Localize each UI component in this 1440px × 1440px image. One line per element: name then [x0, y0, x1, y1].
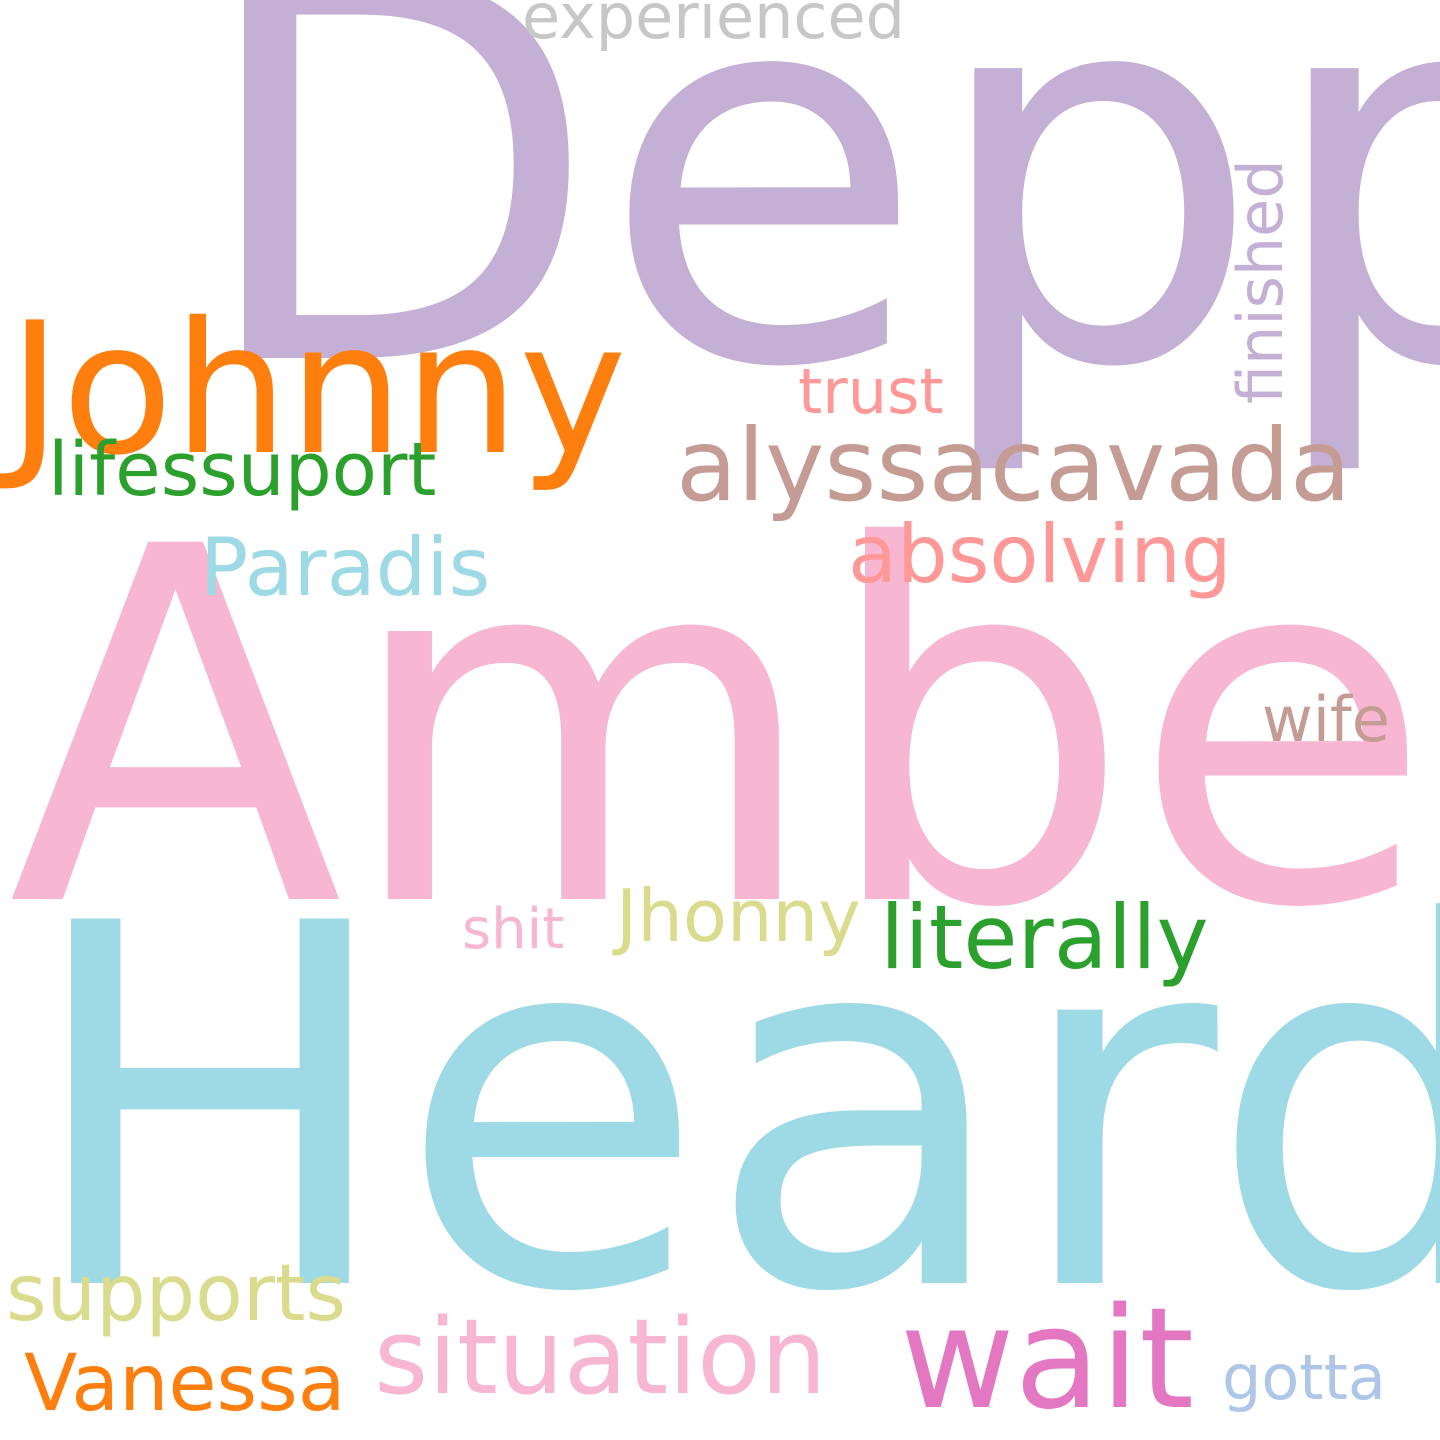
- word-situation: situation: [374, 1296, 827, 1418]
- word-finished: finished: [1224, 159, 1297, 404]
- word-paradis: Paradis: [200, 521, 491, 614]
- word-trust: trust: [798, 355, 944, 428]
- word-literally: literally: [880, 886, 1209, 989]
- word-jhonny: Jhonny: [616, 874, 861, 958]
- word-wait: wait: [900, 1278, 1195, 1440]
- word-alyssacavada: alyssacavada: [676, 407, 1352, 524]
- word-absolving: absolving: [848, 508, 1232, 601]
- word-depp: Depp: [192, 0, 1440, 483]
- word-amber: Amber: [8, 444, 1440, 1015]
- word-wife: wife: [1262, 683, 1390, 756]
- word-lifessuport: lifessuport: [48, 427, 437, 513]
- word-supports: supports: [6, 1249, 347, 1339]
- word-shit: shit: [462, 897, 565, 962]
- word-johnny: Johnny: [8, 283, 627, 495]
- word-gotta: gotta: [1222, 1341, 1386, 1414]
- word-vanessa: Vanessa: [24, 1339, 346, 1429]
- word-experienced: experienced: [522, 0, 905, 53]
- word-heard: Heard: [22, 819, 1440, 1401]
